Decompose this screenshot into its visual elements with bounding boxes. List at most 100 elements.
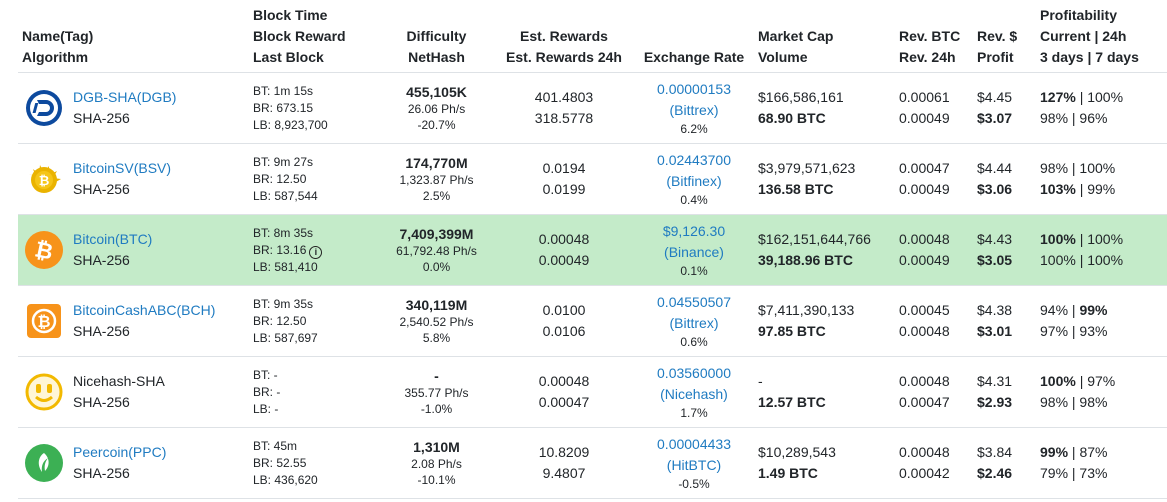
difficulty: 455,105K — [406, 84, 467, 100]
nethash: 1,323.87 Ph/s — [399, 173, 474, 187]
header-block[interactable]: Block Time Block Reward Last Block — [253, 7, 346, 65]
table-row-highlighted[interactable]: ₿ Bitcoin(BTC) SHA-256 BT: 8m 35s BR: 13.1… — [18, 214, 1167, 286]
rev-btc: 0.00048 — [899, 231, 950, 247]
header-exchange-rate[interactable]: Exchange Rate — [643, 49, 745, 65]
est-rewards-24h: 0.0106 — [542, 323, 586, 339]
nethash: 2.08 Ph/s — [411, 457, 462, 471]
header-difficulty[interactable]: Difficulty NetHash — [406, 28, 467, 65]
est-rewards-24h: 318.5778 — [534, 110, 594, 126]
coin-link[interactable]: Bitcoin(BTC) — [73, 231, 153, 247]
svg-text:₿: ₿ — [32, 237, 55, 265]
table-row[interactable]: Nicehash-SHA SHA-256 BT: - BR: - LB: - - 355… — [18, 356, 1167, 428]
profit-current: 98% | 100% — [1040, 160, 1116, 176]
block-reward: BR: 12.50 — [253, 171, 307, 186]
difficulty-change: 5.8% — [422, 331, 451, 345]
difficulty-change: -1.0% — [420, 402, 453, 416]
coin-link[interactable]: BitcoinCashABC(BCH) — [73, 302, 216, 318]
volume: 97.85 BTC — [758, 323, 826, 339]
rev-btc: 0.00048 — [899, 373, 950, 389]
algorithm: SHA-256 — [73, 252, 130, 268]
bitcoinsv-icon: ₿ — [25, 160, 63, 198]
profit-3d-7d: 100% | 100% — [1040, 252, 1124, 268]
difficulty: 340,119M — [405, 297, 468, 313]
volume: 39,188.96 BTC — [758, 252, 853, 268]
block-reward: BR: 52.55 — [253, 455, 307, 470]
coin-link[interactable]: DGB-SHA(DGB) — [73, 89, 177, 105]
last-block: LB: 587,697 — [253, 330, 318, 345]
coin-link[interactable]: Peercoin(PPC) — [73, 444, 167, 460]
header-rev-btc[interactable]: Rev. BTC Rev. 24h — [899, 28, 961, 65]
block-time: BT: 1m 15s — [253, 83, 314, 98]
rev-btc: 0.00048 — [899, 444, 950, 460]
rev-btc: 0.00047 — [899, 160, 950, 176]
profit-24h: | 87% — [1068, 444, 1108, 460]
exchange-name-link[interactable]: (Binance) — [664, 243, 724, 260]
rev-24h: 0.00049 — [899, 252, 950, 268]
exchange-rate-link[interactable]: 0.02443700 — [657, 151, 731, 168]
rate-change: 0.6% — [680, 334, 708, 349]
block-time: BT: 9m 27s — [253, 154, 314, 169]
exchange-rate-link[interactable]: 0.00000153 — [657, 80, 731, 97]
rev-usd: $4.44 — [977, 160, 1013, 176]
market-cap: $162,151,644,766 — [758, 231, 871, 247]
exchange-rate-link[interactable]: 0.04550507 — [657, 293, 731, 310]
profit-current: 100% — [1040, 373, 1076, 389]
profit: $3.07 — [977, 110, 1013, 126]
profit-current: 100% — [1040, 231, 1076, 247]
rev-24h: 0.00049 — [899, 110, 950, 126]
block-reward: BR: 12.50 — [253, 313, 307, 328]
table-row[interactable]: ₿ BitcoinSV(BSV) SHA-256 BT: 9m 27s BR: 12… — [18, 143, 1167, 215]
nicehash-icon — [25, 373, 63, 411]
nethash: 26.06 Ph/s — [407, 102, 466, 116]
exchange-rate-link[interactable]: 0.03560000 — [657, 364, 731, 381]
coin-link[interactable]: BitcoinSV(BSV) — [73, 160, 172, 176]
exchange-name-link[interactable]: (HitBTC) — [666, 456, 722, 473]
difficulty: 174,770M — [405, 155, 468, 171]
difficulty-change: -10.1% — [417, 473, 456, 487]
profit-3d-7d: 97% | 93% — [1040, 323, 1108, 339]
volume: 68.90 BTC — [758, 110, 826, 126]
rev-btc: 0.00061 — [899, 89, 950, 105]
last-block: LB: 8,923,700 — [253, 117, 328, 132]
algorithm: SHA-256 — [73, 394, 130, 410]
info-icon[interactable]: i — [309, 245, 323, 259]
block-time: BT: - — [253, 367, 278, 382]
table-row[interactable]: DGB-SHA(DGB) SHA-256 BT: 1m 15s BR: 673.15… — [18, 72, 1167, 144]
est-rewards-24h: 0.00049 — [538, 252, 590, 268]
exchange-name-link[interactable]: (Bittrex) — [669, 314, 719, 331]
header-est-rewards[interactable]: Est. Rewards Est. Rewards 24h — [506, 28, 622, 65]
rev-usd: $4.31 — [977, 373, 1013, 389]
header-market-cap[interactable]: Market Cap Volume — [758, 28, 834, 65]
rev-usd: $4.43 — [977, 231, 1013, 247]
market-cap: $10,289,543 — [758, 444, 836, 460]
exchange-name-link[interactable]: (Bitfinex) — [666, 172, 722, 189]
header-name[interactable]: Name(Tag) Algorithm — [22, 28, 94, 65]
header-profitability[interactable]: Profitability Current | 24h 3 days | 7 day… — [1040, 7, 1139, 65]
table-row[interactable]: ₿ BitcoinCashABC(BCH) SHA-256 BT: 9m 35s B… — [18, 285, 1167, 357]
rate-change: 0.1% — [680, 263, 708, 278]
profit-current: 94% | — [1040, 302, 1080, 318]
profit: $3.06 — [977, 181, 1013, 197]
rate-change: -0.5% — [678, 476, 710, 491]
exchange-name-link[interactable]: (Bittrex) — [669, 101, 719, 118]
volume: 12.57 BTC — [758, 394, 826, 410]
est-rewards: 0.00048 — [538, 373, 590, 389]
block-time: BT: 8m 35s — [253, 225, 314, 240]
block-reward: BR: - — [253, 384, 281, 399]
profit-24h: | 100% — [1075, 89, 1124, 105]
peercoin-icon — [25, 444, 63, 482]
est-rewards-24h: 0.0199 — [542, 181, 586, 197]
profit-current: 99% — [1040, 444, 1069, 460]
exchange-name-link[interactable]: (Nicehash) — [660, 385, 728, 402]
header-rev-usd[interactable]: Rev. $ Profit — [977, 28, 1018, 65]
exchange-rate-link[interactable]: $9,126.30 — [662, 222, 726, 239]
algorithm: SHA-256 — [73, 323, 130, 339]
rev-24h: 0.00047 — [899, 394, 950, 410]
table-row[interactable]: Peercoin(PPC) SHA-256 BT: 45m BR: 52.55 LB:… — [18, 427, 1167, 499]
rev-24h: 0.00049 — [899, 181, 950, 197]
exchange-rate-link[interactable]: 0.00004433 — [657, 435, 731, 452]
rev-usd: $4.38 — [977, 302, 1013, 318]
profit-3d-7d: 98% | 98% — [1040, 394, 1108, 410]
block-reward: BR: 673.15 — [253, 100, 314, 115]
nethash: 355.77 Ph/s — [404, 386, 469, 400]
